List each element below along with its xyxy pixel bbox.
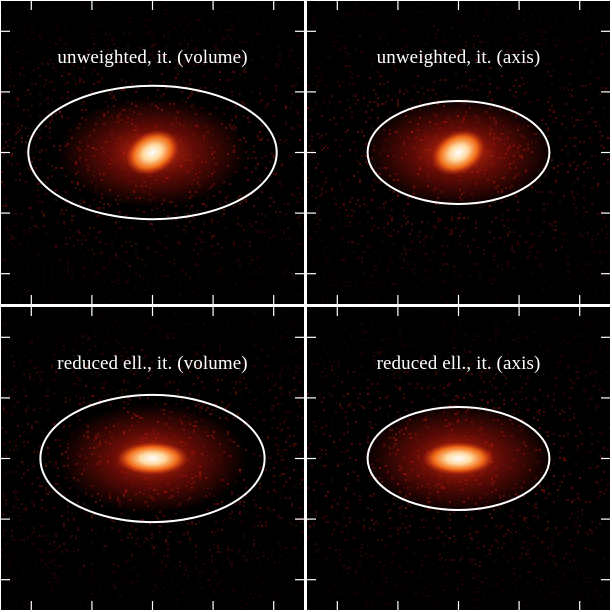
panel-title: unweighted, it. (volume): [57, 47, 248, 68]
bright-core: [422, 442, 495, 475]
panel-unweighted-volume: unweighted, it. (volume): [1, 1, 304, 304]
density-map: [307, 307, 610, 610]
fit-ellipse: [39, 393, 266, 524]
panel-title: reduced ell., it. (volume): [57, 353, 248, 374]
panel-divider-horizontal: [0, 304, 612, 307]
bright-core: [126, 130, 179, 175]
panel-title: reduced ell., it. (axis): [376, 353, 541, 374]
axis-ticks: [1, 307, 304, 610]
fit-ellipse: [366, 406, 551, 511]
axis-ticks: [307, 1, 610, 304]
fit-ellipse: [366, 100, 551, 205]
fit-ellipse: [27, 84, 278, 221]
noise-speckle: [307, 307, 610, 610]
density-map: [1, 307, 304, 610]
bright-core: [116, 442, 189, 475]
axis-ticks: [307, 307, 610, 610]
panel-title: unweighted, it. (axis): [376, 47, 541, 68]
bright-core: [432, 130, 485, 175]
panel-unweighted-axis: unweighted, it. (axis): [307, 1, 610, 304]
axis-ticks: [1, 1, 304, 304]
panel-reduced-axis: reduced ell., it. (axis): [307, 307, 610, 610]
density-map: [1, 1, 304, 304]
panel-reduced-volume: reduced ell., it. (volume): [1, 307, 304, 610]
density-map: [307, 1, 610, 304]
